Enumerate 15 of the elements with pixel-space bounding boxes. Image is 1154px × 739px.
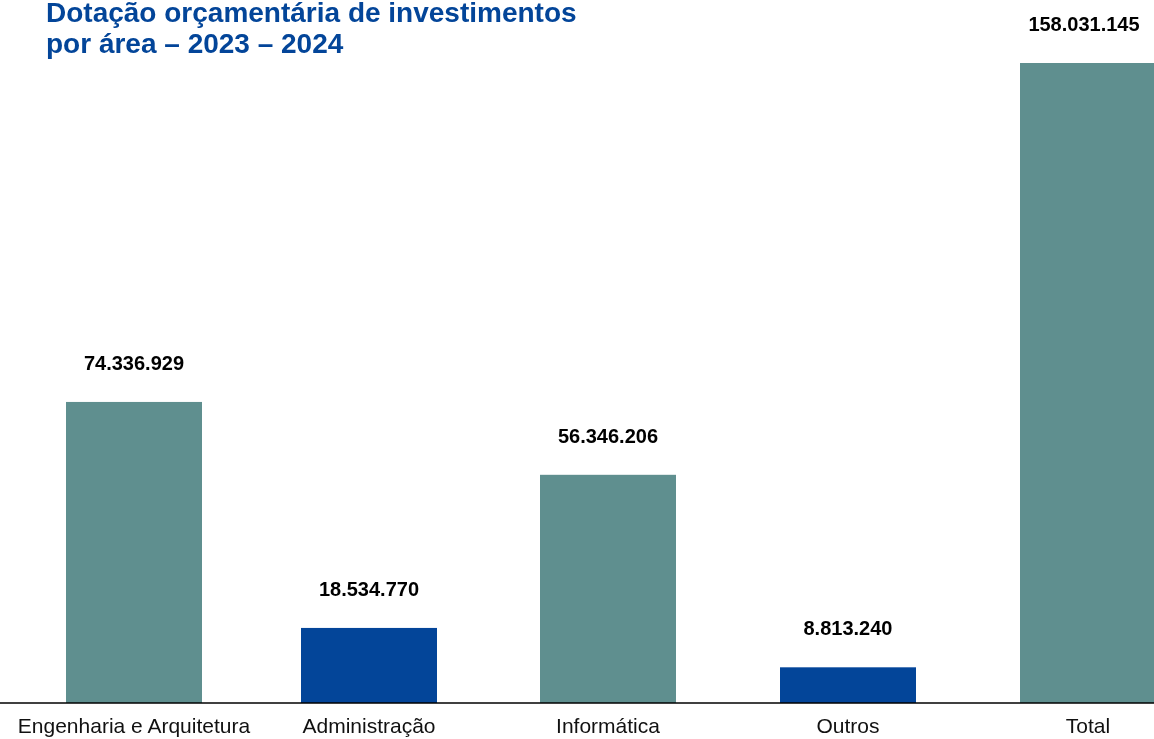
x-tick-label: Total <box>1065 714 1111 737</box>
x-tick-label: Outros <box>816 714 880 737</box>
bar <box>780 667 916 703</box>
x-tick-label: Administração <box>302 714 436 737</box>
bar <box>540 474 676 703</box>
x-tick-label: Informática <box>556 714 661 737</box>
data-label: 18.534.770 <box>318 577 420 600</box>
data-label: 8.813.240 <box>803 617 893 640</box>
data-label: 74.336.929 <box>83 351 185 374</box>
data-label: 56.346.206 <box>557 424 659 447</box>
data-label: 158.031.145 <box>1028 13 1140 35</box>
chart-title: Dotação orçamentária de investimentos por área – 2023 – 2024 <box>46 0 577 59</box>
bar <box>301 627 437 703</box>
bar <box>1020 63 1154 703</box>
x-tick-label: Engenharia e Arquitetura <box>17 714 251 737</box>
